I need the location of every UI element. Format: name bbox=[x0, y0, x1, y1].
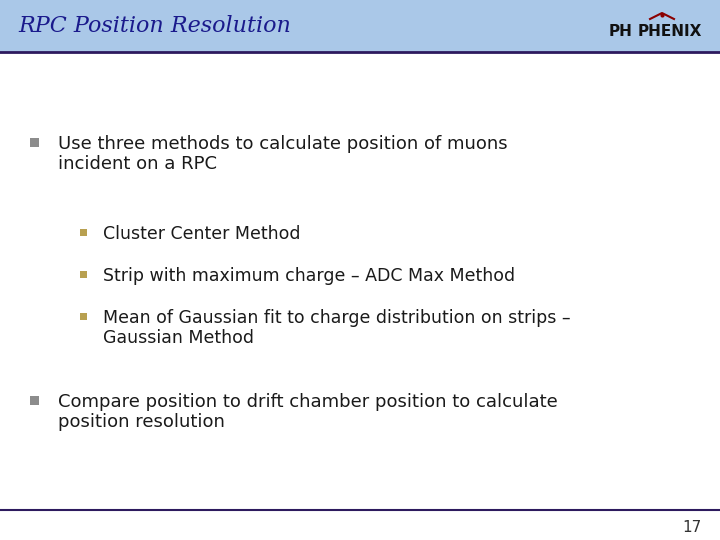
Text: Mean of Gaussian fit to charge distribution on strips –: Mean of Gaussian fit to charge distribut… bbox=[103, 309, 571, 327]
Text: PH: PH bbox=[608, 24, 632, 39]
Bar bbox=[80, 229, 87, 236]
Text: Cluster Center Method: Cluster Center Method bbox=[103, 225, 300, 243]
Bar bbox=[80, 271, 87, 278]
Text: Use three methods to calculate position of muons: Use three methods to calculate position … bbox=[58, 135, 508, 153]
Text: position resolution: position resolution bbox=[58, 413, 225, 431]
Text: Gaussian Method: Gaussian Method bbox=[103, 329, 254, 347]
Bar bbox=[30, 138, 39, 147]
Text: Compare position to drift chamber position to calculate: Compare position to drift chamber positi… bbox=[58, 393, 558, 411]
Bar bbox=[80, 313, 87, 320]
Bar bbox=[30, 396, 39, 405]
Bar bbox=[0, 0, 720, 52]
Text: incident on a RPC: incident on a RPC bbox=[58, 155, 217, 173]
Text: 17: 17 bbox=[683, 521, 702, 536]
Text: PHENIX: PHENIX bbox=[638, 24, 702, 39]
Text: Strip with maximum charge – ADC Max Method: Strip with maximum charge – ADC Max Meth… bbox=[103, 267, 515, 285]
Text: RPC Position Resolution: RPC Position Resolution bbox=[18, 15, 291, 37]
